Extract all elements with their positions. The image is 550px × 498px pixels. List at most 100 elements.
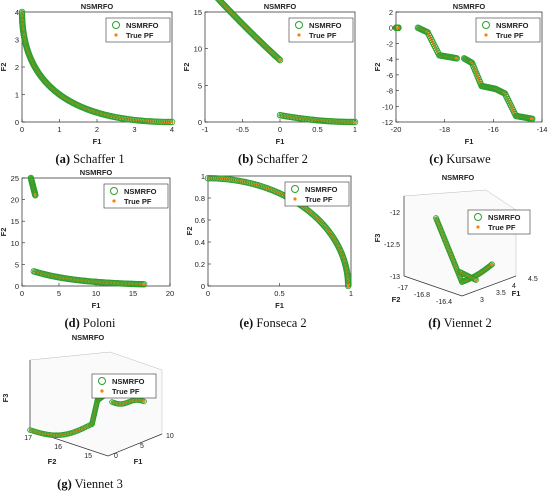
y-tick-label: 0.2 xyxy=(195,260,205,269)
x-tick-label: 0.5 xyxy=(274,289,284,298)
y-tick-label: 2 xyxy=(15,63,19,72)
legend-marker-nsmrfo xyxy=(110,187,118,195)
base-axis xyxy=(29,429,163,457)
chart-title: NSMRFO xyxy=(80,168,113,177)
nsmrfo-point xyxy=(312,213,319,221)
y-tick-label: 0 xyxy=(15,118,19,127)
y-tick-label: 1 xyxy=(201,172,205,181)
x-tick-label: 0 xyxy=(278,125,282,134)
x-tick-label: 20 xyxy=(166,289,174,298)
y-tick-label: 0 xyxy=(201,282,205,291)
y-tick-label: -16.8 xyxy=(414,292,430,299)
z-tick-label: -12.5 xyxy=(384,242,400,249)
legend-label-nsmrfo: NSMRFO xyxy=(126,21,159,30)
legend-label-nsmrfo: NSMRFO xyxy=(112,377,145,386)
y-tick-label: -16.4 xyxy=(436,299,452,306)
legend-marker-nsmrfo xyxy=(112,21,120,29)
nsmrfo-point xyxy=(317,218,324,225)
x-tick-label: 1 xyxy=(353,125,357,134)
legend-label-true-pf: True PF xyxy=(309,31,337,40)
nsmrfo-point xyxy=(473,277,479,283)
x-axis-label: F1 xyxy=(276,137,285,146)
y-tick-label: 5 xyxy=(15,260,19,269)
true-pf-point xyxy=(353,120,357,124)
legend-label-true-pf: True PF xyxy=(112,387,140,396)
chart-viennet2: NSMRFO -13 -12.5 -12 F3 -17 -16.8 -16.4 F2 3 3.5 4 4… xyxy=(373,173,538,306)
caption-kursawe: (c) Kursawe xyxy=(429,152,491,166)
base-axis xyxy=(403,275,517,297)
legend-label-nsmrfo: NSMRFO xyxy=(309,21,342,30)
y-tick-label: 3 xyxy=(15,36,19,45)
nsmrfo-point xyxy=(275,56,283,63)
legend-marker-true-pf xyxy=(114,33,118,37)
z-axis-label: F3 xyxy=(1,394,10,403)
legend-marker-nsmrfo xyxy=(98,377,106,385)
true-pf-point xyxy=(397,26,400,29)
chart-title: NSMRFO xyxy=(264,2,297,11)
x-tick-label: 0 xyxy=(114,453,118,460)
y-axis-label: F2 xyxy=(0,63,8,72)
y-tick-label: 16 xyxy=(54,444,62,451)
y-tick-label: 15 xyxy=(194,8,202,17)
true-pf-point xyxy=(170,120,174,124)
y-axis-label: F2 xyxy=(185,227,194,236)
y-tick-label: -12 xyxy=(382,118,393,127)
legend-label-nsmrfo: NSMRFO xyxy=(124,187,157,196)
x-tick-label: 5 xyxy=(57,289,61,298)
x-tick-label: -20 xyxy=(391,125,402,134)
legend-label-true-pf: True PF xyxy=(488,223,516,232)
x-tick-label: 3 xyxy=(480,297,484,304)
nsmrfo-point xyxy=(168,118,176,126)
true-pf-point xyxy=(34,194,37,197)
x-axis-label: F1 xyxy=(512,289,521,298)
y-tick-label: -6 xyxy=(386,71,393,80)
legend-label-true-pf: True PF xyxy=(126,31,154,40)
y-axis-label: F2 xyxy=(182,63,191,72)
z-tick-label: -13 xyxy=(390,274,400,281)
nsmrfo-point xyxy=(315,217,323,224)
y-tick-label: -2 xyxy=(386,39,393,48)
legend-marker-nsmrfo xyxy=(295,21,303,29)
y-tick-label: -8 xyxy=(386,87,393,96)
legend-label-true-pf: True PF xyxy=(124,197,152,206)
x-tick-label: 15 xyxy=(129,289,137,298)
x-tick-label: 0 xyxy=(20,289,24,298)
nsmrfo-point xyxy=(313,214,321,222)
nsmrfo-point xyxy=(32,192,39,199)
y-tick-label: 0.6 xyxy=(195,216,205,225)
true-pf-point xyxy=(347,284,350,288)
x-axis-label: F1 xyxy=(275,301,284,310)
nsmrfo-point xyxy=(395,24,402,31)
z-axis-label: F3 xyxy=(373,234,382,243)
nsmrfo-point xyxy=(140,281,148,288)
y-tick-label: 10 xyxy=(11,239,19,248)
y-tick-label: 4 xyxy=(15,8,19,17)
chart-title: NSMRFO xyxy=(442,173,475,182)
y-axis-label: F2 xyxy=(0,228,8,237)
x-tick-label: -18 xyxy=(439,125,450,134)
nsmrfo-point xyxy=(276,56,284,64)
x-axis-label: F1 xyxy=(92,301,101,310)
legend-label-true-pf: True PF xyxy=(496,31,524,40)
legend-marker-true-pf xyxy=(100,389,104,393)
y-tick-label: 15 xyxy=(84,453,92,460)
x-axis-label: F1 xyxy=(465,137,474,146)
panel-schaffer2: -1 -0.5 0 0.5 1 0 5 10 15 NSMRFO F1 F2 NSMRFO True PF xyxy=(182,0,363,150)
legend-marker-true-pf xyxy=(476,225,480,229)
caption-schaffer2: (b) Schaffer 2 xyxy=(238,152,308,166)
x-tick-label: 1 xyxy=(57,125,61,134)
panel-schaffer1: 0 1 2 3 4 0 1 2 3 4 NSMRFO F1 F2 NSMRFO True PF xyxy=(0,0,180,150)
nsmrfo-point xyxy=(453,55,461,62)
nsmrfo-point xyxy=(314,216,322,223)
y-tick-label: 1 xyxy=(15,91,19,100)
x-tick-label: -0.5 xyxy=(236,125,249,134)
legend-marker-nsmrfo xyxy=(291,185,299,193)
caption-poloni: (d) Poloni xyxy=(64,316,116,330)
x-tick-label: 3 xyxy=(132,125,136,134)
nsmrfo-point xyxy=(318,219,325,226)
y-tick-label: 0 xyxy=(198,118,202,127)
x-tick-label: 5 xyxy=(140,443,144,450)
x-tick-label: 4 xyxy=(512,283,516,290)
true-pf-point xyxy=(142,400,146,403)
